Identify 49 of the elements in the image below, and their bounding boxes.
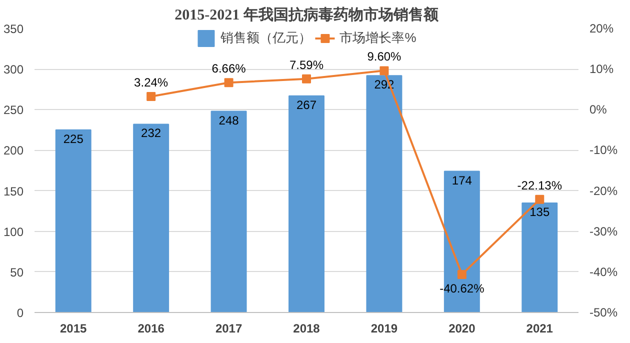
y2-tick-label: 0% — [590, 102, 608, 117]
y2-tick-label: -30% — [590, 224, 618, 238]
bar — [133, 124, 170, 312]
point — [224, 78, 234, 88]
y2-tick-label: -10% — [590, 143, 618, 158]
point — [535, 194, 544, 204]
point — [380, 66, 389, 76]
chart-title: 2015-2021 年我国抗病毒药物市场销售额 — [174, 6, 440, 24]
data-label: 267 — [296, 98, 317, 112]
data-label: 135 — [530, 204, 550, 219]
x-tick-label: 2019 — [370, 322, 398, 336]
x-tick-label: 2018 — [293, 322, 320, 336]
y2-tick-label: -40% — [590, 264, 618, 279]
bar — [366, 75, 402, 312]
data-label: 3.24% — [134, 76, 168, 90]
x-tick-label: 2017 — [215, 322, 242, 336]
y-tick-label: 150 — [3, 184, 24, 198]
x-tick-label: 2021 — [526, 322, 554, 336]
x-tick-label: 2020 — [448, 322, 476, 336]
data-label: 7.59% — [289, 58, 324, 72]
x-tick-label: 2016 — [138, 322, 165, 336]
data-label: -22.13% — [517, 178, 562, 192]
y2-tick-label: -50% — [590, 306, 618, 320]
legend-label: 市场增长率% — [340, 29, 416, 47]
y-tick-label: 350 — [3, 22, 24, 36]
point — [302, 74, 311, 84]
y-tick-label: 100 — [3, 224, 24, 239]
y2-tick-label: 20% — [590, 22, 614, 36]
data-label: 174 — [452, 173, 472, 188]
data-label: 9.60% — [367, 50, 402, 64]
y2-tick-label: -20% — [590, 184, 618, 198]
bar — [210, 110, 247, 312]
legend-label: 销售额（亿元） — [220, 29, 312, 47]
data-label: 248 — [218, 113, 240, 128]
data-label: 232 — [141, 126, 162, 140]
point — [457, 270, 466, 279]
y-tick-label: 200 — [3, 144, 24, 158]
y-tick-label: 50 — [10, 265, 24, 280]
y-tick-label: 0 — [16, 306, 24, 320]
bar — [55, 129, 92, 312]
data-label: 6.66% — [212, 62, 246, 76]
y2-tick-label: 10% — [590, 62, 614, 76]
bar — [522, 202, 558, 312]
y-tick-label: 250 — [3, 103, 24, 118]
bar — [288, 95, 324, 312]
point — [146, 92, 156, 101]
data-label: 225 — [63, 132, 84, 146]
y-tick-label: 300 — [3, 62, 24, 77]
x-tick-label: 2015 — [60, 322, 88, 336]
